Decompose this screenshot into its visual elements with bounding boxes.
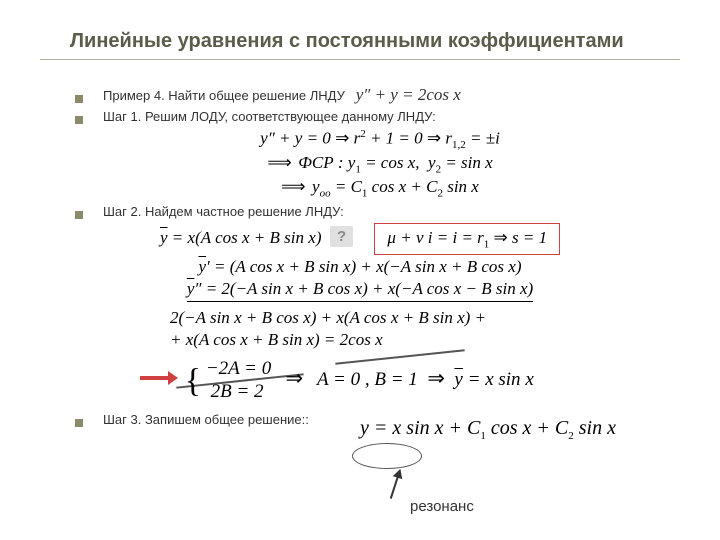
step2-deriv2: y″ = 2(−A sin x + B cos x) + x(−A cos x … (40, 279, 680, 304)
title-underline (40, 59, 680, 60)
step1-yoo: ⟹ yoo = C1 cos x + C2 sin x (80, 177, 680, 199)
bullet-row-2: Шаг 1. Решим ЛОДУ, соответствующее данно… (40, 109, 680, 124)
bullet-icon (75, 116, 83, 124)
resonance-label: резонанс (410, 498, 474, 515)
step2-deriv1: y′ = (A cos x + B sin x) + x(−A sin x + … (40, 257, 680, 277)
bullet-1-text: Пример 4. Найти общее решение ЛНДУ (103, 88, 345, 103)
bullet-2-text: Шаг 1. Решим ЛОДУ, соответствующее данно… (103, 109, 680, 124)
bullet-3-text: Шаг 2. Найдем частное решение ЛНДУ: (103, 204, 680, 219)
bullet-icon (75, 211, 83, 219)
circle-annotation (352, 443, 422, 469)
bullet-icon (75, 95, 83, 103)
bullet-1-content: Пример 4. Найти общее решение ЛНДУ y″ + … (103, 85, 680, 105)
bullet-1-math: y″ + y = 2cos x (356, 85, 461, 104)
step2-ybar: y = x(A cos x + B sin x) ? μ + ν i = i =… (40, 223, 680, 255)
step1-fsr: ⟹ ФСР : y1 = cos x, y2 = sin x (80, 153, 680, 175)
boxed-resonance-condition: μ + ν i = i = r1 ⇒ s = 1 (374, 223, 560, 255)
step1-line1: y″ + y = 0 ⇒ r2 + 1 = 0 ⇒ r1,2 = ±i (80, 128, 680, 151)
question-mark-icon: ? (330, 226, 353, 247)
resonance-arrow-icon (390, 470, 401, 499)
slide-container: Линейные уравнения с постоянными коэффиц… (0, 0, 720, 540)
step2-sum1: 2(−A sin x + B cos x) + x(A cos x + B si… (40, 308, 680, 328)
bullet-row-3: Шаг 2. Найдем частное решение ЛНДУ: (40, 204, 680, 219)
step2-sum2: + x(A cos x + B sin x) = 2cos x (40, 330, 680, 350)
bullet-row-1: Пример 4. Найти общее решение ЛНДУ y″ + … (40, 85, 680, 105)
step3-final: y = x sin x + C1 cos x + C2 sin x (40, 417, 680, 442)
page-title: Линейные уравнения с постоянными коэффиц… (40, 30, 680, 53)
step2-system: { −2A = 0 2B = 2 ⇒ A = 0 , B = 1 ⇒ y = x… (40, 358, 680, 404)
red-arrow-icon (140, 371, 180, 385)
